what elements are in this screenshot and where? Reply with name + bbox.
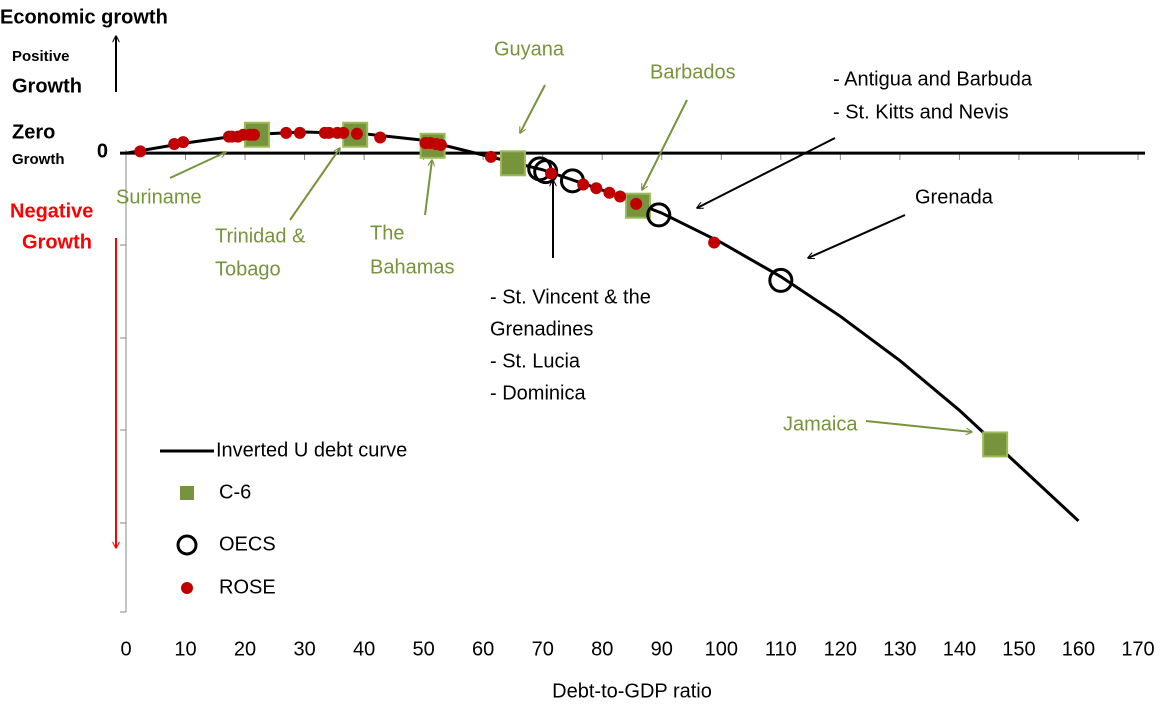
x-tick-label: 60	[472, 638, 494, 660]
annotation: Guyana	[494, 38, 565, 60]
y-tick-label: 0	[97, 140, 108, 162]
x-tick-label: 100	[705, 638, 738, 660]
legend-swatch	[181, 582, 193, 594]
x-tick-label: 130	[883, 638, 916, 660]
annotation: Tobago	[215, 258, 281, 280]
annotation: - Antigua and Barbuda	[833, 68, 1033, 90]
y-minor-ticks	[120, 244, 126, 613]
oecs-point	[646, 202, 672, 228]
rose-point	[374, 131, 387, 144]
annotation-arrow	[865, 420, 972, 432]
annotation-arrow	[519, 84, 546, 133]
annotation-arrow	[289, 148, 340, 221]
rose-point	[247, 128, 260, 141]
annotation-arrow	[424, 160, 432, 216]
rose-point	[708, 236, 721, 249]
x-tick-label: 160	[1062, 638, 1095, 660]
rose-point	[603, 186, 616, 199]
rose-point	[614, 190, 627, 203]
rose-point	[168, 137, 181, 150]
x-tick-label: 30	[293, 638, 315, 660]
c6-point	[624, 192, 651, 219]
annotation-arrow	[697, 137, 836, 209]
x-tick-label: 40	[353, 638, 375, 660]
annotation: Grenadines	[490, 318, 593, 340]
rose-point	[293, 126, 306, 139]
annotation: - Dominica	[490, 382, 586, 404]
zero-label: Zero	[12, 121, 55, 143]
annotation: Jamaica	[783, 413, 858, 435]
positive-label: Positive	[12, 48, 70, 65]
x-tick-label: 170	[1121, 638, 1154, 660]
x-tick-label: 80	[591, 638, 613, 660]
legend-label: C-6	[219, 481, 251, 503]
legend-swatch	[176, 534, 198, 556]
x-tick-label: 50	[413, 638, 435, 660]
rose-point	[484, 150, 497, 163]
annotation: - St. Vincent & the	[490, 286, 651, 308]
rose-point	[322, 126, 335, 139]
rose-point	[337, 126, 350, 139]
positive-label: Growth	[12, 75, 82, 97]
annotation: Bahamas	[370, 256, 455, 278]
x-tick-label: 70	[532, 638, 554, 660]
x-tick-label: 110	[765, 638, 797, 660]
c6-point	[982, 431, 1009, 458]
annotation: - St. Lucia	[490, 350, 581, 372]
rose-point	[434, 138, 447, 151]
negative-label: Growth	[22, 231, 92, 253]
annotation-arrow	[169, 152, 226, 179]
annotation-arrow	[641, 99, 688, 190]
legend-label: ROSE	[219, 576, 276, 598]
rose-point	[630, 197, 643, 210]
zero-label: Growth	[12, 151, 65, 168]
c6-point	[499, 150, 526, 177]
legend-swatch	[180, 486, 194, 500]
rose-point	[134, 145, 147, 158]
oecs-point	[768, 267, 794, 293]
annotation: Suriname	[116, 186, 202, 208]
annotation: Barbados	[650, 61, 736, 83]
rose-point	[577, 178, 590, 191]
annotation: The	[370, 222, 404, 244]
x-tick-label: 10	[174, 638, 196, 660]
negative-label: Negative	[10, 200, 93, 222]
rose-point	[177, 136, 190, 149]
annotation-arrow	[808, 214, 906, 258]
rose-point	[350, 127, 363, 140]
rose-point	[280, 126, 293, 139]
x-tick-label: 20	[234, 638, 256, 660]
legend-label: Inverted U debt curve	[216, 439, 407, 461]
annotation: Trinidad &	[215, 225, 306, 247]
rose-point	[590, 182, 603, 195]
x-axis-title: Debt-to-GDP ratio	[552, 680, 712, 702]
annotation: - St. Kitts and Nevis	[833, 101, 1009, 123]
rose-point	[545, 167, 558, 180]
annotation: Grenada	[915, 186, 994, 208]
legend-label: OECS	[219, 533, 276, 555]
x-tick-label: 120	[824, 638, 857, 660]
y-axis-title: Economic growth	[0, 6, 168, 28]
x-tick-label: 0	[120, 638, 131, 660]
x-tick-label: 140	[943, 638, 976, 660]
x-tick-label: 90	[651, 638, 673, 660]
x-tick-label: 150	[1002, 638, 1035, 660]
